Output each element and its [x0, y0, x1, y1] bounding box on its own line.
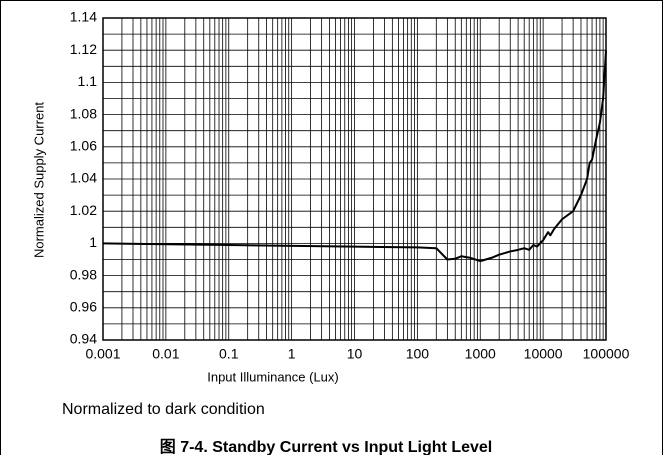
data-line	[102, 50, 607, 263]
note: Normalized to dark condition	[62, 401, 265, 418]
y-tick-label: 0.94	[70, 331, 97, 347]
x-axis-label: Input Illuminance (Lux)	[207, 369, 339, 384]
x-tick-label: 10	[347, 346, 363, 362]
y-tick-label: 0.98	[70, 266, 97, 282]
y-axis-label: Normalized Supply Current	[31, 102, 46, 258]
y-tick-label: 1.02	[70, 202, 97, 218]
y-tick-label: 1	[89, 234, 97, 250]
y-tick-label: 1.14	[70, 9, 97, 25]
y-tick-label: 1.06	[70, 138, 97, 154]
y-tick-label: 0.96	[70, 299, 97, 315]
y-tick-label: 1.1	[78, 73, 98, 89]
x-tick-label: 1	[288, 346, 296, 362]
caption: 图 7-4. Standby Current vs Input Light Le…	[160, 438, 493, 455]
x-tick-label: 1000	[465, 346, 496, 362]
y-tick-label: 1.04	[70, 170, 97, 186]
y-tick-label: 1.08	[70, 105, 97, 121]
y-tick-label: 1.12	[70, 41, 97, 57]
x-tick-label: 0.01	[152, 346, 179, 362]
x-tick-label: 10000	[524, 346, 563, 362]
x-tick-label: 0.001	[85, 346, 120, 362]
plot-border	[102, 17, 607, 341]
x-tick-label: 100000	[583, 346, 630, 362]
x-tick-label: 0.1	[219, 346, 239, 362]
x-tick-label: 100	[406, 346, 430, 362]
